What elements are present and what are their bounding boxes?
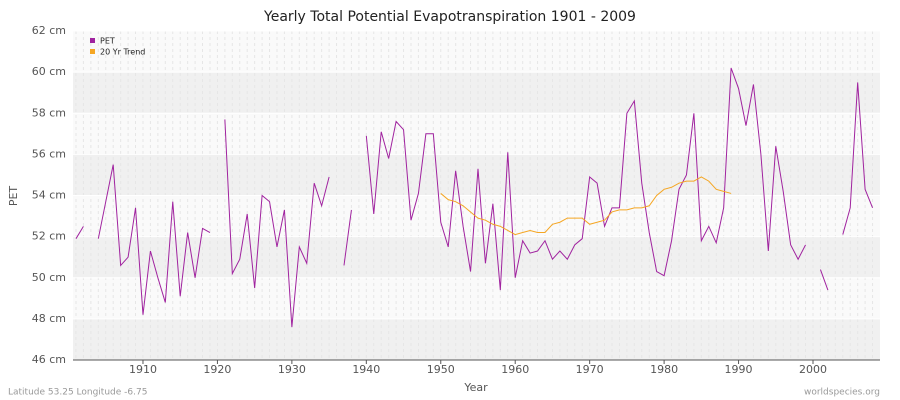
x-tick-label: 1940: [352, 363, 380, 376]
series-line: [75, 67, 874, 328]
y-tick-label: 46 cm: [32, 353, 66, 366]
x-tick-label: 1990: [725, 363, 753, 376]
y-tick-label: 50 cm: [32, 271, 66, 284]
legend-swatch: [90, 49, 95, 54]
band: [73, 318, 880, 360]
x-tick-label: 1920: [203, 363, 231, 376]
x-tick-label: 1910: [129, 363, 157, 376]
x-tick-label: 1980: [650, 363, 678, 376]
footer-right: worldspecies.org: [804, 388, 880, 398]
legend-label: 20 Yr Trend: [100, 48, 145, 57]
x-tick-label: 1960: [501, 363, 529, 376]
y-tick-label: 56 cm: [32, 147, 66, 160]
band: [73, 72, 880, 114]
x-tick-label: 1930: [278, 363, 306, 376]
y-tick-label: 52 cm: [32, 230, 66, 243]
chart-title: Yearly Total Potential Evapotranspiratio…: [263, 9, 636, 25]
y-tick-label: 62 cm: [32, 24, 66, 37]
series-line: [440, 176, 732, 236]
x-tick-label: 1970: [576, 363, 604, 376]
y-tick-label: 60 cm: [32, 65, 66, 78]
y-tick-label: 48 cm: [32, 312, 66, 325]
x-axis-label: Year: [463, 381, 488, 394]
y-axis-label: PET: [7, 186, 20, 207]
y-tick-label: 58 cm: [32, 106, 66, 119]
x-tick-label: 2000: [799, 363, 827, 376]
legend-swatch: [90, 38, 95, 43]
legend-label: PET: [100, 37, 115, 46]
y-tick-label: 54 cm: [32, 189, 66, 202]
x-tick-label: 1950: [427, 363, 455, 376]
footer-left: Latitude 53.25 Longitude -6.75: [8, 388, 147, 398]
